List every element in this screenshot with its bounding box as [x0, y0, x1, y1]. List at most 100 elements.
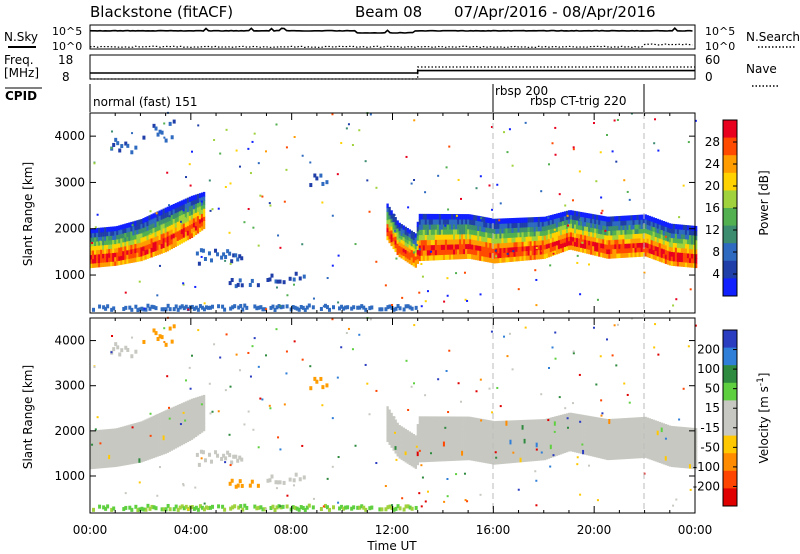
power-scatter-point [672, 304, 675, 307]
power-patch-cell [216, 252, 220, 257]
power-cell [521, 217, 524, 223]
velocity-cell [551, 430, 555, 436]
power-cell [612, 216, 615, 222]
power-scatter-point [629, 249, 632, 252]
velocity-scatter-point [654, 323, 657, 326]
velocity-cell [408, 449, 411, 455]
power-cell [108, 226, 111, 232]
velocity-cell [584, 419, 587, 425]
velocity-cell [481, 433, 484, 439]
power-cell [432, 254, 436, 261]
power-cell [465, 233, 468, 240]
power-cell [650, 216, 653, 222]
power-cell [422, 219, 426, 225]
velocity-cell [172, 444, 175, 450]
velocity-cell [481, 418, 484, 425]
velocity-cell [664, 460, 668, 466]
velocity-cell [483, 438, 486, 444]
velocity-cell [168, 408, 171, 414]
power-cell [525, 236, 528, 242]
velocity-cell [594, 438, 597, 444]
power-cell [553, 250, 557, 256]
velocity-cell [523, 419, 526, 425]
power-cell [638, 242, 641, 248]
power-cell [517, 241, 520, 247]
velocity-cell [473, 417, 476, 423]
velocity-cell [684, 445, 688, 451]
velocity-patch-cell [362, 505, 366, 510]
velocity-cell [529, 456, 532, 462]
velocity-cell [396, 426, 399, 431]
velocity-cell [124, 430, 127, 435]
velocity-scatter-point [366, 382, 369, 385]
velocity-cell [634, 444, 637, 450]
power-cell [695, 239, 698, 245]
power-cell [561, 238, 565, 244]
power-cell [455, 239, 458, 245]
power-cell [418, 245, 422, 251]
velocity-cell [198, 404, 202, 410]
power-cell [489, 247, 492, 253]
power-cell [638, 214, 641, 220]
power-scatter-point [445, 166, 448, 169]
power-cell [442, 224, 446, 230]
power-cell [668, 251, 672, 257]
power-cell [602, 220, 605, 226]
velocity-cell [422, 426, 426, 432]
freq-label-line2: [MHz] [4, 66, 39, 80]
velocity-cell [457, 416, 460, 422]
power-scatter-point [369, 113, 372, 116]
velocity-patch-cell [255, 506, 259, 511]
power-cell [194, 203, 198, 209]
power-cell [100, 257, 103, 263]
velocity-patch-cell [200, 505, 204, 510]
velocity-cell [539, 432, 543, 438]
power-cell [170, 234, 173, 240]
velocity-cell [188, 426, 192, 432]
power-cell [459, 248, 462, 255]
velocity-cell [188, 435, 192, 441]
velocity-cell [114, 462, 117, 468]
power-cell [158, 210, 161, 216]
velocity-cell [398, 424, 401, 430]
power-patch-cell [273, 307, 277, 312]
power-cell [162, 208, 165, 214]
power-cell [670, 246, 674, 252]
power-cell [588, 222, 591, 228]
power-patch-cell [184, 304, 188, 309]
power-cell [672, 247, 676, 253]
power-cell [608, 216, 611, 222]
velocity-patch-cell [124, 505, 128, 510]
power-cell [688, 225, 692, 231]
power-cell [154, 241, 157, 247]
velocity-cell [640, 448, 643, 454]
power-cell [658, 251, 662, 258]
power-cell [180, 238, 184, 244]
power-cell [138, 242, 141, 248]
velocity-cell [446, 445, 450, 452]
power-scatter-point [496, 183, 499, 186]
velocity-cell [162, 420, 165, 426]
velocity-cell [124, 425, 127, 431]
power-cell [404, 256, 407, 262]
velocity-cell [519, 438, 522, 444]
power-cell [457, 238, 460, 245]
power-cell [557, 235, 561, 241]
velocity-cell [664, 437, 668, 443]
velocity-cell [638, 421, 641, 427]
velocity-scatter-point [629, 450, 632, 453]
power-scatter-point [463, 271, 466, 274]
velocity-cell [154, 447, 157, 453]
power-cell [402, 255, 405, 260]
power-cell [644, 218, 647, 225]
power-cell [563, 246, 567, 252]
power-cell [539, 221, 543, 227]
power-scatter-point [124, 291, 127, 294]
power-scatter-point [548, 163, 551, 166]
power-cell [622, 215, 625, 221]
velocity-cell [616, 418, 619, 424]
power-cell [146, 249, 149, 255]
power-scatter-point [265, 308, 268, 311]
power-cell [674, 242, 678, 248]
power-cell [392, 233, 395, 238]
